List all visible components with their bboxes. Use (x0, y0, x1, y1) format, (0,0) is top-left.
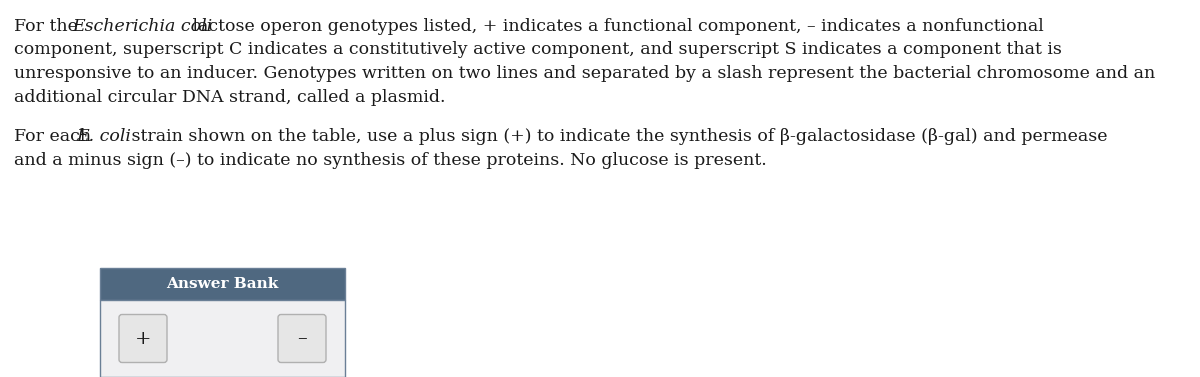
Bar (100, 268, 346, 300)
Text: For the: For the (14, 18, 83, 35)
FancyBboxPatch shape (119, 314, 167, 363)
Text: and a minus sign (–) to indicate no synthesis of these proteins. No glucose is p: and a minus sign (–) to indicate no synt… (14, 152, 767, 169)
Text: lactose operon genotypes listed, + indicates a functional component, – indicates: lactose operon genotypes listed, + indic… (187, 18, 1044, 35)
Text: Escherichia coli: Escherichia coli (72, 18, 212, 35)
Text: strain shown on the table, use a plus sign (+) to indicate the synthesis of β-ga: strain shown on the table, use a plus si… (126, 129, 1108, 146)
FancyBboxPatch shape (278, 314, 326, 363)
Text: Answer Bank: Answer Bank (167, 277, 278, 291)
Text: +: + (134, 329, 151, 348)
Text: For each: For each (14, 129, 97, 146)
Text: E. coli: E. coli (76, 129, 131, 146)
Text: –: – (298, 329, 307, 348)
Text: unresponsive to an inducer. Genotypes written on two lines and separated by a sl: unresponsive to an inducer. Genotypes wr… (14, 65, 1156, 82)
Text: component, superscript C indicates a constitutively active component, and supers: component, superscript C indicates a con… (14, 41, 1062, 58)
Text: additional circular DNA strand, called a plasmid.: additional circular DNA strand, called a… (14, 89, 445, 106)
Bar (100, 300, 346, 377)
